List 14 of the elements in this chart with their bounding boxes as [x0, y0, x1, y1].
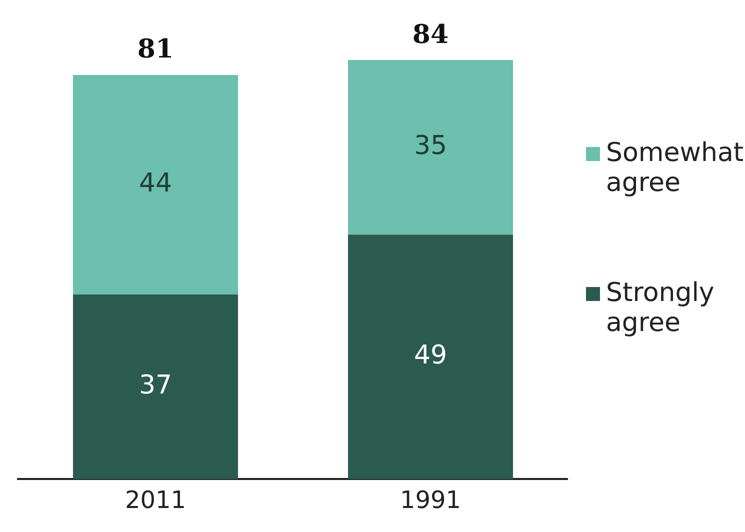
- total-label: 81: [137, 34, 174, 65]
- x-tick-label: 2011: [124, 486, 186, 514]
- bar: [73, 74, 238, 295]
- total-label: 84: [412, 20, 449, 50]
- x-tick-label: 1991: [400, 486, 462, 514]
- bar: [73, 294, 238, 480]
- bar: [348, 60, 513, 235]
- data-label: 37: [138, 370, 172, 401]
- bar: [348, 234, 513, 480]
- data-label: 44: [138, 168, 172, 199]
- legend-label: Strongly agree: [606, 278, 716, 338]
- legend-label: Somewhat agree: [606, 138, 745, 198]
- data-label: 35: [414, 131, 448, 162]
- data-label: 49: [414, 340, 448, 371]
